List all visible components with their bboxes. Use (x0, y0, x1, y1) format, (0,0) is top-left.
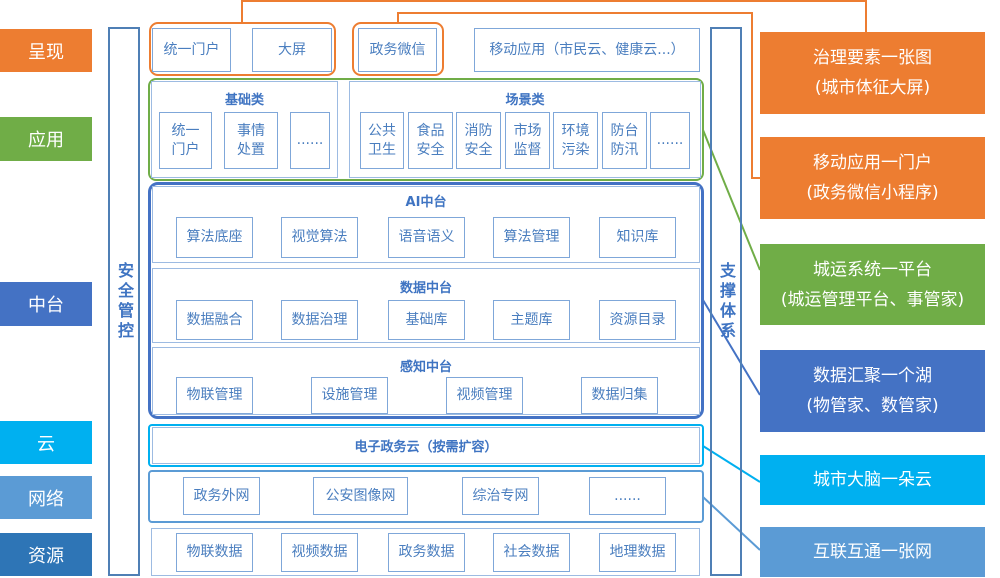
support-bar: 支撑体系 (710, 27, 742, 576)
goal-title: 移动应用一门户 (813, 153, 932, 173)
goal-subtitle: (城运管理平台、事管家) (780, 289, 965, 310)
goal-title: 治理要素一张图 (813, 48, 932, 68)
goal-subtitle: (城市体征大屏) (814, 78, 931, 98)
sense-item: 物联管理 (176, 377, 253, 414)
goal-platform: 城运系统一平台 (城运管理平台、事管家) (760, 244, 985, 325)
basic-item: 统一门户 (159, 112, 212, 169)
goal-subtitle: (物管家、数管家) (806, 396, 939, 416)
goal-map: 治理要素一张图 (城市体征大屏) (760, 32, 985, 114)
connector-cloud (702, 445, 761, 483)
goal-subtitle: (政务微信小程序) (806, 183, 939, 203)
layer-cloud: 云 (0, 421, 92, 464)
ai-item: 算法底座 (176, 217, 253, 258)
layer-middle: 中台 (0, 282, 92, 326)
present-wechat: 政务微信 (358, 28, 437, 72)
resource-item: 物联数据 (176, 533, 253, 572)
scene-item: 消防安全 (456, 112, 501, 169)
network-item: 政务外网 (183, 477, 260, 515)
connector-wechat (397, 12, 760, 179)
basic-item: ...... (290, 112, 330, 169)
network-item: 公安图像网 (313, 477, 408, 515)
network-item: 综治专网 (462, 477, 539, 515)
goal-title: 城运系统一平台 (813, 259, 932, 280)
ai-item: 算法管理 (493, 217, 570, 258)
scene-item: 市场监督 (505, 112, 550, 169)
present-portal: 统一门户 (152, 28, 231, 72)
scene-item: 公共卫生 (360, 112, 404, 169)
present-screen: 大屏 (252, 28, 332, 72)
data-item: 数据治理 (281, 300, 358, 340)
app-group (148, 78, 704, 181)
layer-app: 应用 (0, 117, 92, 161)
resource-item: 政务数据 (388, 533, 465, 572)
connector-network (702, 496, 761, 551)
basic-item: 事情处置 (224, 112, 278, 169)
goal-title: 城市大脑一朵云 (813, 470, 932, 490)
cloud-group (148, 424, 704, 467)
wechat-group (352, 22, 444, 76)
goal-title: 数据汇聚一个湖 (813, 366, 932, 386)
sense-title: 感知中台 (399, 360, 452, 375)
goal-portal: 移动应用一门户 (政务微信小程序) (760, 137, 985, 219)
data-item: 数据融合 (176, 300, 253, 340)
scene-item: 防台防汛 (602, 112, 647, 169)
sense-item: 数据归集 (581, 377, 658, 414)
data-item: 资源目录 (599, 300, 676, 340)
goal-cloud: 城市大脑一朵云 (760, 455, 985, 505)
ai-title: AI中台 (405, 195, 447, 210)
portal-group (149, 22, 336, 76)
present-mobile: 移动应用（市民云、健康云...） (474, 28, 700, 72)
goal-network: 互联互通一张网 (760, 527, 985, 577)
scene-item: 食品安全 (408, 112, 453, 169)
scene-title: 场景类 (505, 93, 545, 108)
network-item: ...... (589, 477, 666, 515)
scene-item: 环境污染 (553, 112, 598, 169)
connector-middle (702, 299, 761, 396)
goal-lake: 数据汇聚一个湖 (物管家、数管家) (760, 350, 985, 432)
data-title: 数据中台 (399, 281, 452, 296)
layer-present: 呈现 (0, 29, 92, 72)
resource-item: 视频数据 (281, 533, 358, 572)
cloud-panel: 电子政务云（按需扩容） (152, 427, 700, 464)
resource-item: 社会数据 (493, 533, 570, 572)
basic-title: 基础类 (224, 93, 264, 108)
layer-network: 网络 (0, 476, 92, 519)
sense-item: 设施管理 (311, 377, 388, 414)
ai-item: 知识库 (599, 217, 676, 258)
connector-portal (241, 0, 867, 32)
network-group (148, 470, 704, 523)
ai-item: 语音语义 (388, 217, 465, 258)
data-item: 基础库 (388, 300, 465, 340)
layer-resource: 资源 (0, 533, 92, 576)
middle-group (148, 182, 704, 419)
resource-item: 地理数据 (599, 533, 676, 572)
data-item: 主题库 (493, 300, 570, 340)
security-bar: 安全管控 (108, 27, 140, 576)
connector-app (702, 129, 761, 271)
ai-item: 视觉算法 (281, 217, 358, 258)
scene-item: ...... (650, 112, 690, 169)
goal-title: 互联互通一张网 (813, 542, 932, 562)
sense-item: 视频管理 (446, 377, 523, 414)
